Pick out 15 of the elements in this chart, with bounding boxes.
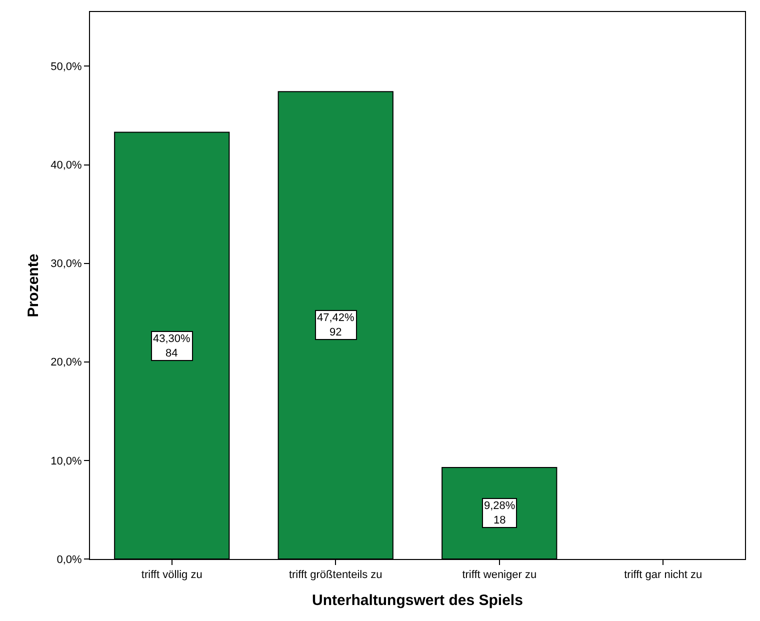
y-tick-label: 20,0% xyxy=(50,356,82,369)
x-tick-label: trifft gar nicht zu xyxy=(624,569,702,582)
y-tick-label: 50,0% xyxy=(50,61,82,74)
y-tick-label: 30,0% xyxy=(50,258,82,270)
x-axis-title: Unterhaltungswert des Spiels xyxy=(312,592,523,610)
y-tick-label: 10,0% xyxy=(50,455,82,468)
data-label: 43,30% 84 xyxy=(153,333,191,360)
data-label: 9,28% 18 xyxy=(484,500,516,526)
y-tick-label: 0,0% xyxy=(56,554,82,566)
x-tick-label: trifft weniger zu xyxy=(462,569,537,582)
y-axis-title: Prozente xyxy=(24,254,42,318)
y-tick-label: 40,0% xyxy=(50,160,82,172)
data-label: 47,42% 92 xyxy=(317,312,355,338)
x-tick-label: trifft größtenteils zu xyxy=(288,569,382,582)
x-tick-label: trifft völlig zu xyxy=(141,569,202,582)
